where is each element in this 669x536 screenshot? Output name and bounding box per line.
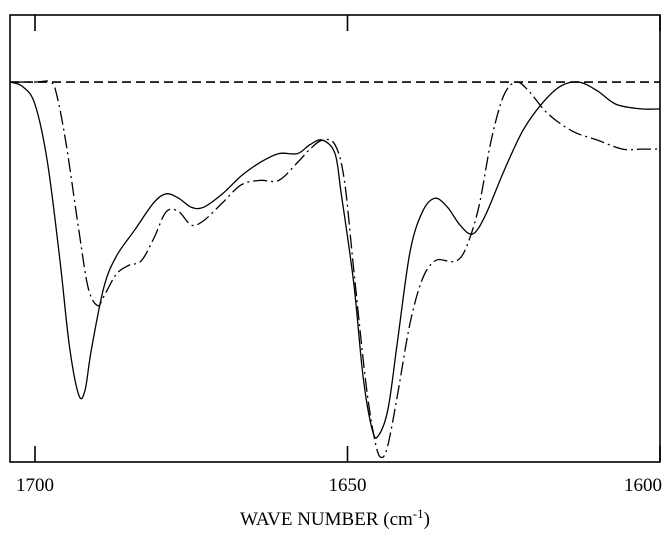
series-line-2-dash-dot bbox=[10, 80, 660, 459]
series-line-1-solid bbox=[9, 81, 661, 439]
x-axis-title: WAVE NUMBER (cm-1) bbox=[240, 506, 430, 530]
plot-frame bbox=[9, 14, 661, 463]
x-tick-label-1600: 1600 bbox=[624, 475, 662, 496]
x-axis: 1700 1650 1600 bbox=[16, 15, 662, 496]
plot-area bbox=[9, 14, 661, 463]
x-tick-label-1700: 1700 bbox=[16, 475, 54, 496]
x-tick-label-1650: 1650 bbox=[329, 475, 367, 496]
